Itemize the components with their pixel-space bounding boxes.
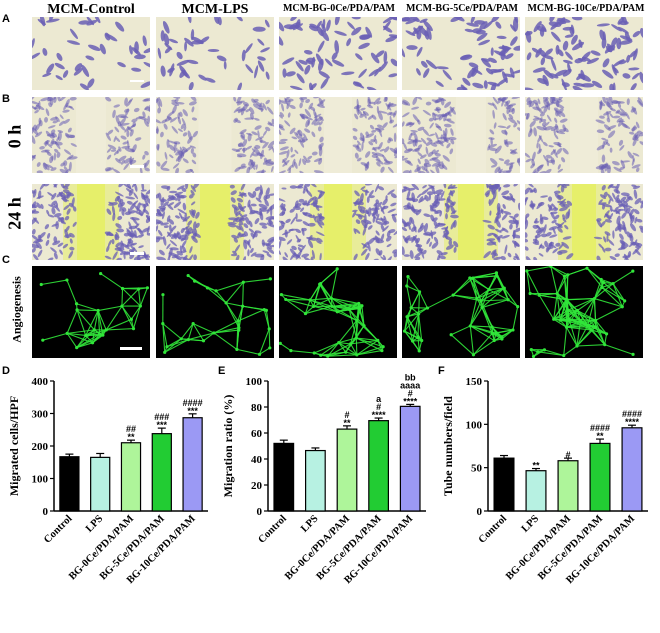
- y-tick-label: 80: [251, 402, 263, 414]
- x-tick-label: LPS: [299, 513, 321, 535]
- cells-image: [32, 17, 150, 90]
- panel-label-a: A: [2, 13, 10, 25]
- axes: 0 100 200 300 400: [32, 376, 209, 518]
- y-tick-label: 400: [32, 376, 49, 388]
- bar: [60, 457, 79, 511]
- bar: [369, 421, 389, 511]
- x-tick-label: LPS: [84, 513, 106, 535]
- column-title-control: MCM-Control: [32, 2, 150, 18]
- cells-image: [402, 17, 520, 90]
- column-title-bg0ce: MCM-BG-0Ce/PDA/PAM: [279, 3, 399, 14]
- y-tick-label: 300: [32, 409, 49, 421]
- y-tick-label: 100: [32, 474, 49, 486]
- y-tick-label: 200: [32, 441, 49, 453]
- y-tick-label: 0: [477, 506, 483, 518]
- x-tick-label: Control: [477, 513, 509, 545]
- significance-marker: ###: [154, 412, 169, 422]
- y-tick-label: 50: [471, 463, 483, 475]
- y-tick-label: 0: [43, 506, 49, 518]
- bar: [400, 406, 420, 511]
- bar: [152, 434, 171, 511]
- bar: [622, 428, 642, 511]
- wound0-image: [156, 97, 274, 173]
- wound0-image: [402, 97, 520, 173]
- y-tick-label: 100: [246, 376, 263, 388]
- y-tick-label: 20: [251, 480, 263, 492]
- panel-label-b: B: [2, 93, 10, 105]
- wound24-image: [156, 184, 274, 260]
- cells-image: [525, 17, 643, 90]
- significance-marker: ####: [622, 409, 642, 419]
- wound0-image: [279, 97, 397, 173]
- row-title-24h: 24 h: [5, 187, 26, 241]
- angio-image: [32, 266, 150, 358]
- wound0-image: [32, 97, 150, 173]
- row-title-angiogenesis: Angiogenesis: [10, 265, 25, 355]
- angio-image: [402, 266, 520, 358]
- significance-marker: a: [376, 394, 382, 404]
- angio-image: [156, 266, 274, 358]
- y-axis-label: Tube numbers/field: [441, 396, 455, 496]
- bar: [274, 443, 294, 511]
- angio-image: [279, 266, 397, 358]
- significance-marker: ##: [126, 424, 136, 434]
- wound0-image: [525, 97, 643, 173]
- axes: 0 50 100 150: [466, 376, 649, 518]
- row-title-0h: 0 h: [5, 112, 26, 162]
- bar: [306, 451, 326, 511]
- cells-image: [279, 17, 397, 90]
- wound24-image: [525, 184, 643, 260]
- angio-image: [525, 266, 643, 358]
- bar: [91, 457, 110, 511]
- bar: [183, 418, 202, 511]
- column-title-lps: MCM-LPS: [156, 2, 274, 18]
- y-axis-label: Migration ratio (%): [222, 395, 235, 498]
- chart-e: 0 20 40 60 80 100 Migration ratio (%) Control LP…: [222, 370, 437, 628]
- x-tick-label: Control: [257, 513, 289, 545]
- significance-marker: ####: [590, 423, 610, 433]
- significance-marker: #: [344, 410, 349, 420]
- x-tick-label: Control: [42, 513, 74, 545]
- y-tick-label: 100: [466, 419, 483, 431]
- chart-f: 0 50 100 150 Tube numbers/field Control ** LPS #…: [440, 370, 658, 628]
- x-tick-label: LPS: [520, 513, 542, 535]
- cells-image: [156, 17, 274, 90]
- y-tick-label: 40: [251, 454, 263, 466]
- wound24-image: [279, 184, 397, 260]
- bar: [494, 458, 514, 511]
- significance-marker: **: [532, 461, 540, 471]
- chart-d: 0 100 200 300 400 Migrated cells/HPF Control LP…: [6, 370, 216, 628]
- significance-marker: bb: [405, 372, 416, 382]
- y-tick-label: 0: [257, 506, 263, 518]
- significance-marker: ####: [183, 398, 203, 408]
- y-tick-label: 60: [251, 428, 263, 440]
- column-title-bg5ce: MCM-BG-5Ce/PDA/PAM: [402, 3, 522, 14]
- wound24-image: [32, 184, 150, 260]
- y-axis-label: Migrated cells/HPF: [7, 396, 21, 496]
- significance-marker: #: [565, 450, 570, 460]
- bar: [337, 429, 357, 511]
- axes: 0 20 40 60 80 100: [246, 376, 427, 518]
- y-tick-label: 150: [466, 376, 483, 388]
- bar: [121, 443, 140, 511]
- wound24-image: [402, 184, 520, 260]
- bar: [590, 443, 610, 511]
- bar: [558, 461, 578, 511]
- bar: [526, 471, 546, 511]
- column-title-bg10ce: MCM-BG-10Ce/PDA/PAM: [525, 3, 647, 14]
